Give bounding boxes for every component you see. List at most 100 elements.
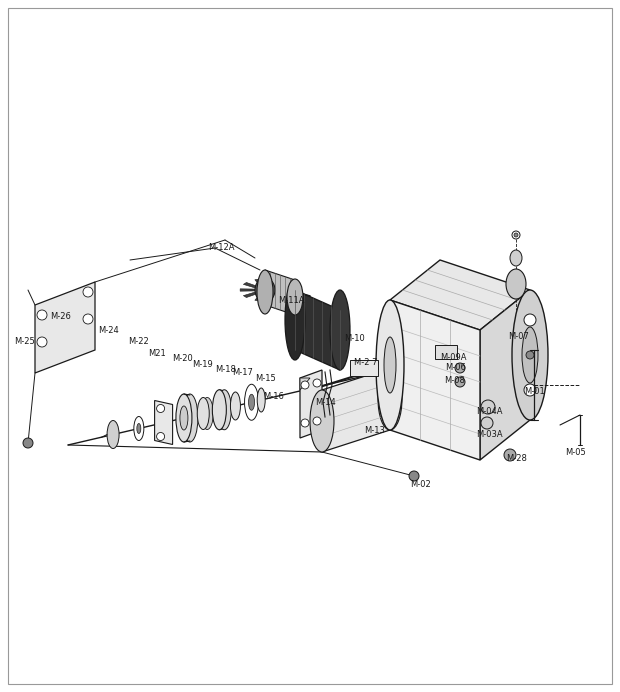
Ellipse shape <box>522 327 538 383</box>
Ellipse shape <box>310 390 334 452</box>
Ellipse shape <box>506 269 526 299</box>
Circle shape <box>301 419 309 427</box>
Ellipse shape <box>285 280 305 360</box>
Ellipse shape <box>249 394 255 410</box>
Polygon shape <box>390 260 530 330</box>
Polygon shape <box>390 300 480 460</box>
Ellipse shape <box>197 397 209 430</box>
Ellipse shape <box>244 384 259 420</box>
Ellipse shape <box>255 278 275 302</box>
Polygon shape <box>272 282 286 288</box>
Text: M-04A: M-04A <box>476 407 502 416</box>
Polygon shape <box>312 418 322 430</box>
Ellipse shape <box>137 424 141 433</box>
Polygon shape <box>154 401 172 444</box>
Ellipse shape <box>257 270 273 314</box>
Ellipse shape <box>212 390 226 430</box>
Text: M-15: M-15 <box>255 374 276 383</box>
Circle shape <box>301 381 309 389</box>
Ellipse shape <box>202 397 213 430</box>
Ellipse shape <box>481 417 493 429</box>
Ellipse shape <box>510 250 522 266</box>
Ellipse shape <box>182 394 198 442</box>
Text: M-11A: M-11A <box>278 296 304 305</box>
Ellipse shape <box>107 421 119 448</box>
Text: M-08: M-08 <box>444 376 465 385</box>
Text: M-07: M-07 <box>508 332 529 341</box>
Polygon shape <box>300 378 310 390</box>
Circle shape <box>512 231 520 239</box>
Circle shape <box>524 314 536 326</box>
Circle shape <box>455 377 465 387</box>
Polygon shape <box>255 294 264 301</box>
Text: M-09A: M-09A <box>440 353 466 362</box>
Circle shape <box>83 287 93 297</box>
Text: M-22: M-22 <box>128 337 149 346</box>
Text: M-02: M-02 <box>410 480 431 489</box>
Text: M-06: M-06 <box>445 363 466 372</box>
Text: M-13: M-13 <box>364 426 385 435</box>
Circle shape <box>524 384 536 396</box>
Bar <box>435 345 457 359</box>
Text: M-25: M-25 <box>14 337 35 346</box>
Polygon shape <box>255 279 264 286</box>
Ellipse shape <box>376 300 404 430</box>
Ellipse shape <box>330 290 350 370</box>
Text: M-24: M-24 <box>98 326 119 335</box>
Ellipse shape <box>481 400 495 414</box>
Polygon shape <box>322 368 390 452</box>
Text: M-26: M-26 <box>50 312 71 321</box>
Circle shape <box>313 417 321 425</box>
Text: M-28: M-28 <box>506 454 527 463</box>
Polygon shape <box>35 282 95 373</box>
Circle shape <box>37 337 47 347</box>
Circle shape <box>261 286 269 294</box>
Polygon shape <box>243 292 259 298</box>
Bar <box>350 360 378 376</box>
Ellipse shape <box>287 279 303 315</box>
Text: M-16: M-16 <box>263 392 284 401</box>
Polygon shape <box>240 289 255 291</box>
Ellipse shape <box>378 368 402 430</box>
Text: eReplacementParts.com: eReplacementParts.com <box>242 340 378 350</box>
Text: M-01: M-01 <box>524 387 545 396</box>
Polygon shape <box>266 294 275 301</box>
Polygon shape <box>272 292 286 298</box>
Circle shape <box>514 233 518 237</box>
Ellipse shape <box>218 390 231 430</box>
Text: M-14: M-14 <box>315 398 336 407</box>
Polygon shape <box>295 290 340 370</box>
Circle shape <box>23 438 33 448</box>
Ellipse shape <box>180 406 188 430</box>
Circle shape <box>83 314 93 324</box>
Polygon shape <box>266 279 275 286</box>
Text: M-18: M-18 <box>215 365 236 374</box>
Ellipse shape <box>512 290 548 420</box>
Polygon shape <box>265 270 295 315</box>
Polygon shape <box>300 370 322 438</box>
Text: M-19: M-19 <box>192 360 213 369</box>
Text: M-20: M-20 <box>172 354 193 363</box>
Text: M-10: M-10 <box>344 334 365 343</box>
Polygon shape <box>480 290 530 460</box>
Ellipse shape <box>384 337 396 393</box>
Text: M-03A: M-03A <box>476 430 503 439</box>
Ellipse shape <box>231 392 241 420</box>
Text: M-12A: M-12A <box>208 243 234 252</box>
Circle shape <box>409 471 419 481</box>
Circle shape <box>157 432 164 441</box>
Text: M-17: M-17 <box>232 368 253 377</box>
Text: M-2 7: M-2 7 <box>354 358 378 367</box>
Circle shape <box>157 405 164 412</box>
Ellipse shape <box>134 417 144 441</box>
Circle shape <box>37 310 47 320</box>
Text: M-05: M-05 <box>565 448 586 457</box>
Circle shape <box>526 351 534 359</box>
Circle shape <box>455 363 465 373</box>
Ellipse shape <box>504 449 516 461</box>
Ellipse shape <box>176 394 192 442</box>
Text: M21: M21 <box>148 349 166 358</box>
Circle shape <box>313 379 321 387</box>
Ellipse shape <box>257 388 265 412</box>
Polygon shape <box>275 289 290 291</box>
